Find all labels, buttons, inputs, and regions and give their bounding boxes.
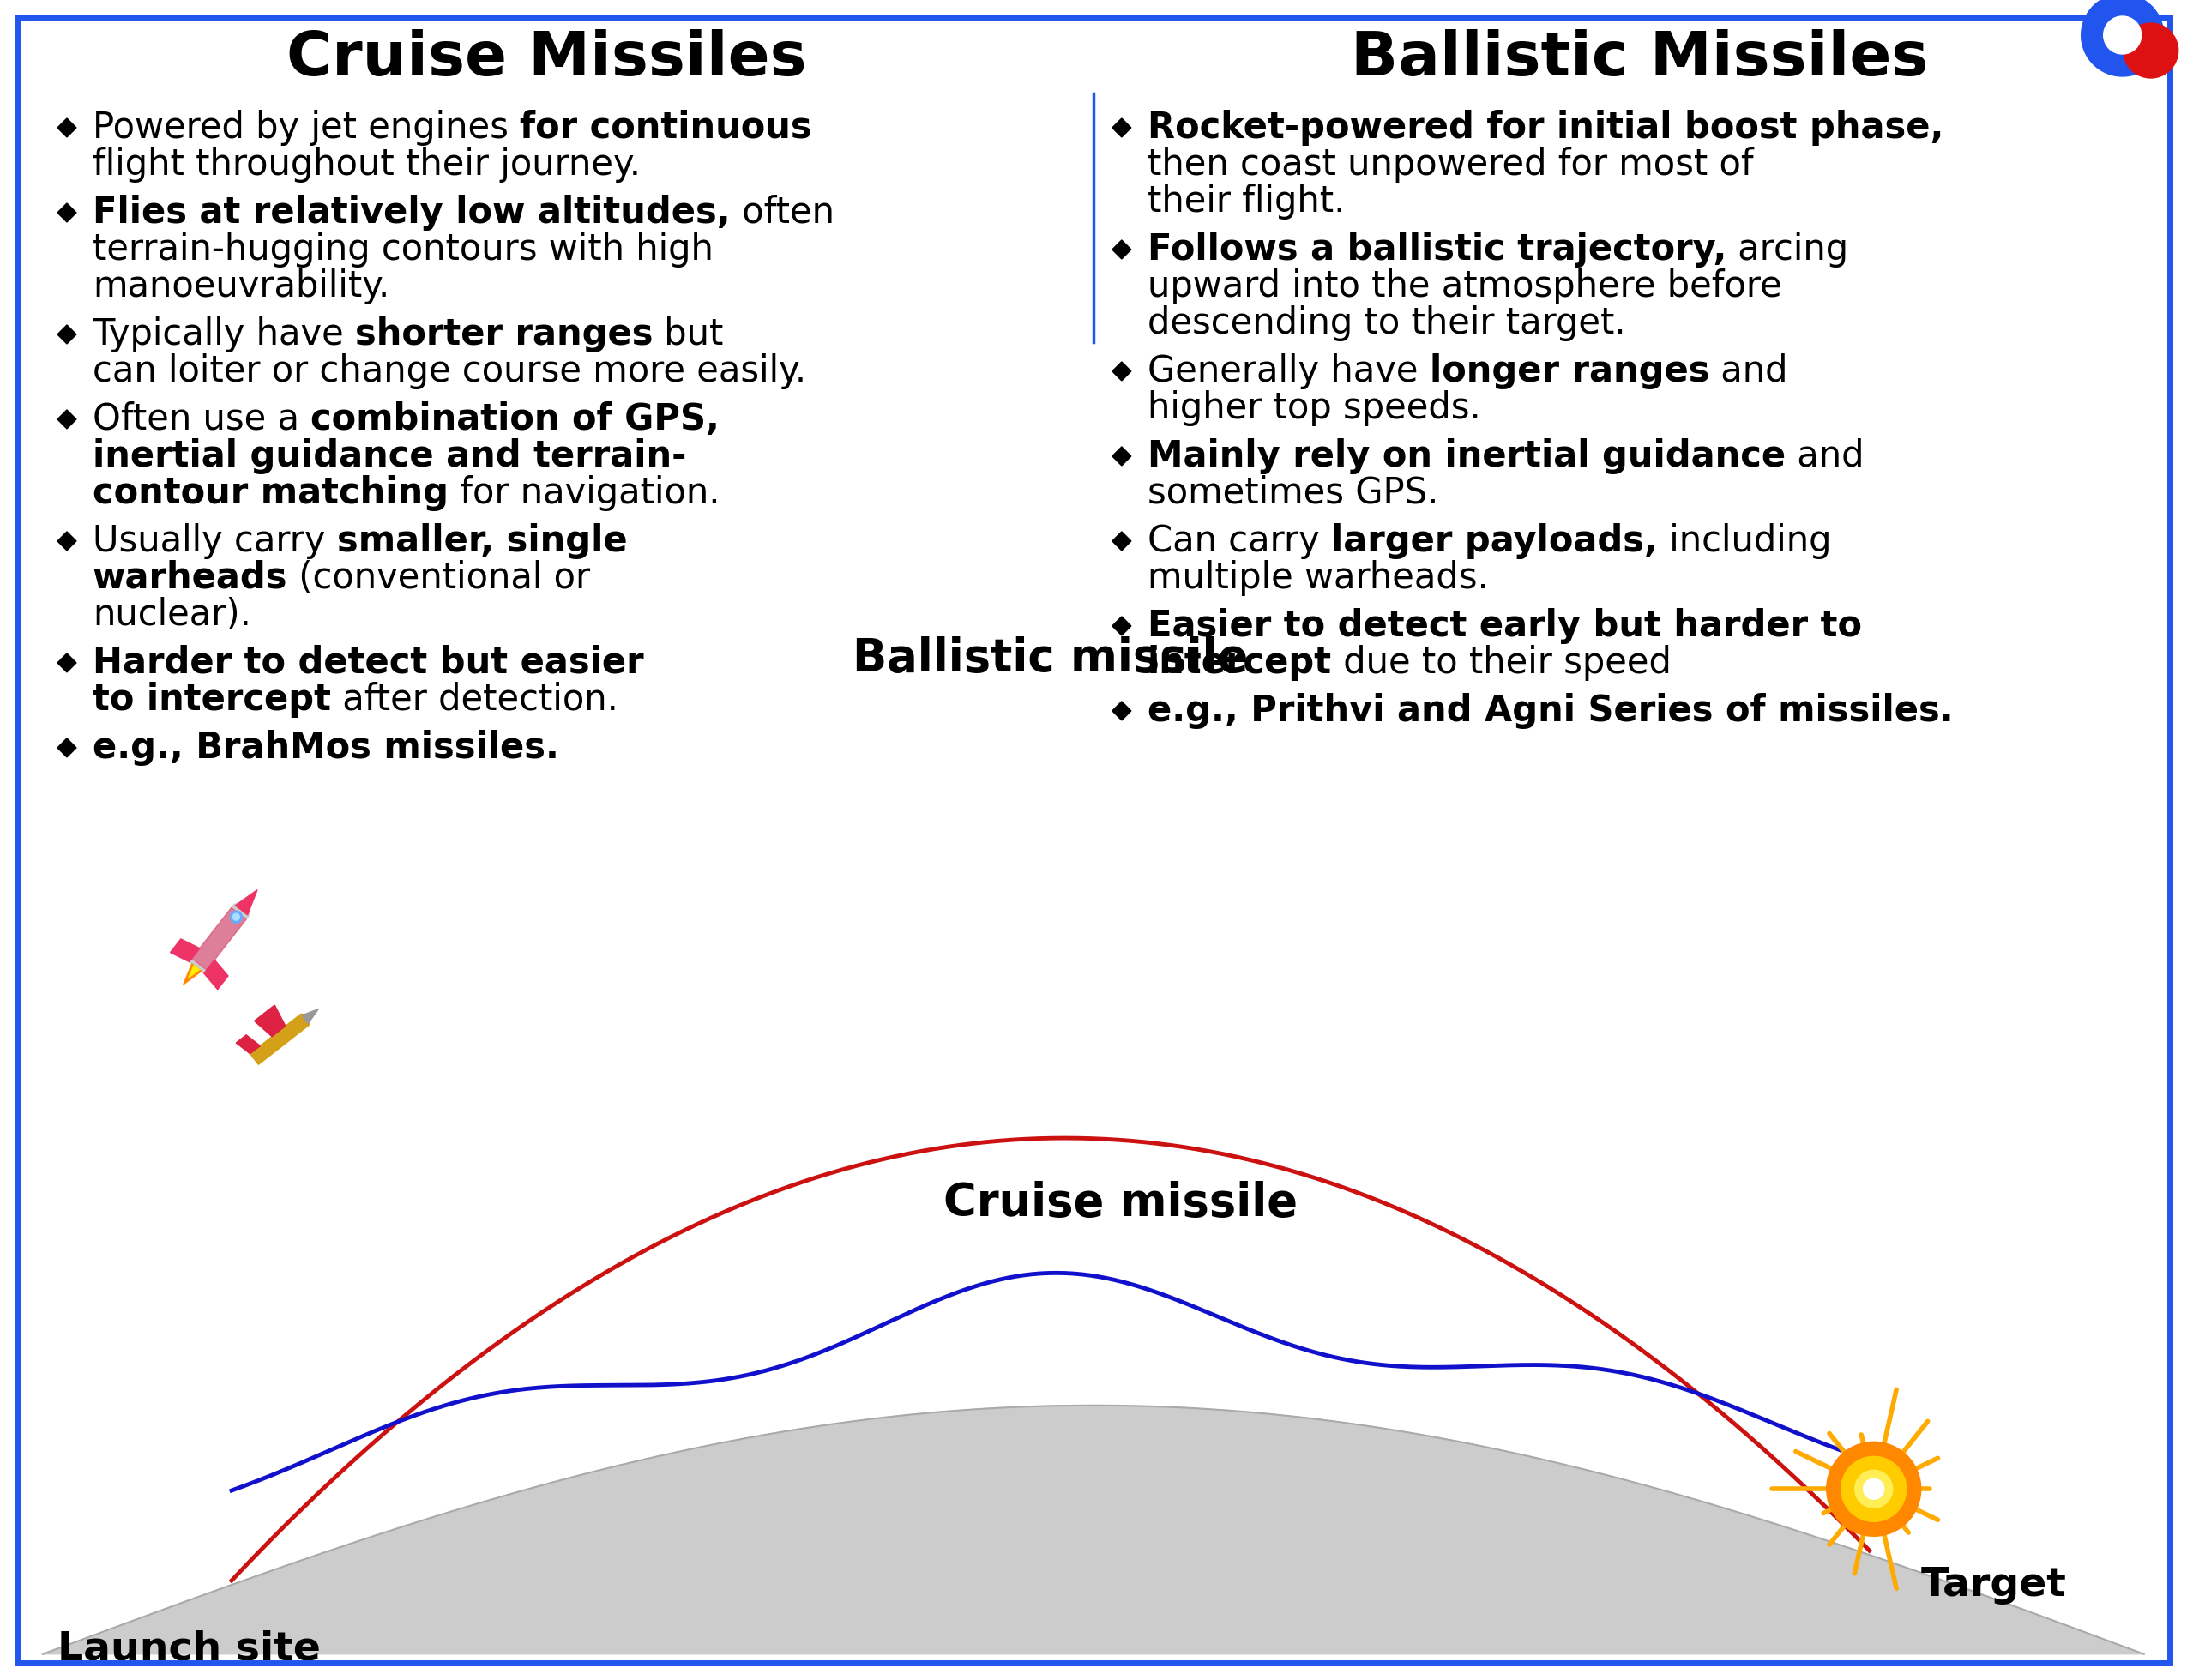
Text: due to their speed: due to their speed [1332,645,1671,680]
Polygon shape [57,738,77,758]
Polygon shape [236,890,258,916]
Text: higher top speeds.: higher top speeds. [1148,390,1481,427]
Text: manoeuvrability.: manoeuvrability. [92,269,389,304]
Text: Target: Target [1920,1566,2067,1604]
Polygon shape [188,966,199,978]
Polygon shape [57,118,77,138]
Text: Follows a ballistic trajectory,: Follows a ballistic trajectory, [1148,232,1726,267]
Text: terrain-hugging contours with high: terrain-hugging contours with high [92,232,713,267]
Text: Powered by jet engines: Powered by jet engines [92,109,521,146]
Polygon shape [57,654,77,672]
Text: and: and [1785,438,1863,474]
Polygon shape [1113,702,1131,721]
Text: Generally have: Generally have [1148,353,1430,390]
Text: e.g., BrahMos missiles.: e.g., BrahMos missiles. [92,729,560,766]
Text: their flight.: their flight. [1148,183,1345,220]
Text: descending to their target.: descending to their target. [1148,306,1625,341]
Polygon shape [171,939,199,961]
Text: Often use a: Often use a [92,402,311,437]
Text: upward into the atmosphere before: upward into the atmosphere before [1148,269,1782,304]
Text: Launch site: Launch site [57,1630,319,1668]
Polygon shape [57,324,77,344]
Circle shape [2104,17,2141,54]
Text: Typically have: Typically have [92,316,354,353]
Circle shape [2124,24,2178,77]
Circle shape [1826,1441,1920,1536]
Polygon shape [1113,118,1131,138]
Text: nuclear).: nuclear). [92,596,252,633]
Polygon shape [57,410,77,428]
Polygon shape [302,1010,319,1023]
Text: then coast unpowered for most of: then coast unpowered for most of [1148,146,1754,183]
Text: for navigation.: for navigation. [448,475,720,511]
Text: longer ranges: longer ranges [1430,353,1710,390]
Text: Rocket-powered for initial boost phase,: Rocket-powered for initial boost phase, [1148,109,1944,146]
Polygon shape [1113,240,1131,259]
Circle shape [1855,1470,1892,1509]
Text: Ballistic missile: Ballistic missile [853,637,1249,680]
Text: Usually carry: Usually carry [92,522,337,559]
Polygon shape [192,907,247,969]
Text: inertial guidance and terrain-: inertial guidance and terrain- [92,438,687,474]
Text: larger payloads,: larger payloads, [1332,522,1658,559]
Text: but: but [654,316,724,353]
Text: sometimes GPS.: sometimes GPS. [1148,475,1439,511]
Circle shape [1863,1478,1883,1499]
Text: Can carry: Can carry [1148,522,1332,559]
Polygon shape [236,1035,260,1053]
Text: Easier to detect early but harder to: Easier to detect early but harder to [1148,608,1861,643]
Text: smaller, single: smaller, single [337,522,628,559]
Text: including: including [1658,522,1831,559]
Text: arcing: arcing [1726,232,1848,267]
Polygon shape [1113,531,1131,551]
Text: Harder to detect but easier: Harder to detect but easier [92,645,643,680]
Polygon shape [44,1406,2143,1655]
Polygon shape [1113,617,1131,635]
Text: after detection.: after detection. [330,682,619,717]
Polygon shape [203,959,227,990]
Text: Mainly rely on inertial guidance: Mainly rely on inertial guidance [1148,438,1785,474]
Circle shape [1841,1457,1907,1522]
Text: Cruise missile: Cruise missile [943,1181,1297,1226]
Polygon shape [57,531,77,551]
Text: combination of GPS,: combination of GPS, [311,402,720,437]
Circle shape [230,911,243,922]
Text: and: and [1710,353,1787,390]
Text: often: often [730,195,833,230]
Text: Flies at relatively low altitudes,: Flies at relatively low altitudes, [92,195,730,230]
Text: shorter ranges: shorter ranges [354,316,654,353]
Polygon shape [1113,361,1131,381]
Circle shape [232,914,241,921]
Polygon shape [249,1015,313,1065]
Text: to intercept: to intercept [92,682,330,717]
Circle shape [2082,0,2163,76]
Text: multiple warheads.: multiple warheads. [1148,559,1489,596]
Polygon shape [1113,447,1131,465]
Text: can loiter or change course more easily.: can loiter or change course more easily. [92,353,807,390]
Text: Ballistic Missiles: Ballistic Missiles [1352,30,1929,89]
Text: Cruise Missiles: Cruise Missiles [286,30,807,89]
Text: for continuous: for continuous [521,109,811,146]
Polygon shape [188,900,249,973]
Text: e.g., Prithvi and Agni Series of missiles.: e.g., Prithvi and Agni Series of missile… [1148,692,1953,729]
Text: (conventional or: (conventional or [289,559,590,596]
Polygon shape [57,203,77,222]
Polygon shape [254,1005,286,1037]
Text: flight throughout their journey.: flight throughout their journey. [92,146,641,183]
Text: intercept: intercept [1148,645,1332,680]
Text: contour matching: contour matching [92,475,448,511]
Polygon shape [184,964,201,984]
Text: warheads: warheads [92,559,289,596]
